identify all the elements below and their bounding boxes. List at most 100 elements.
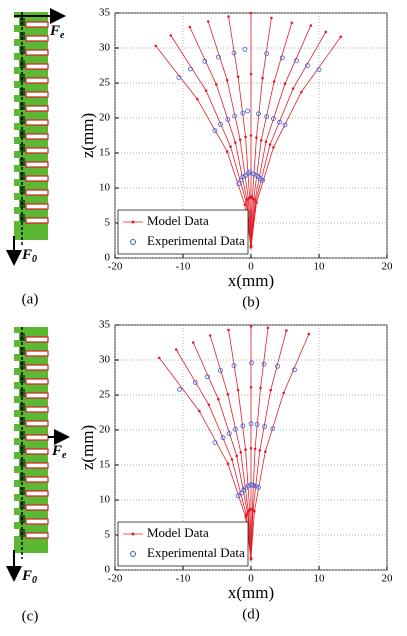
data-point	[253, 483, 259, 489]
chamber	[25, 91, 49, 98]
slot	[14, 445, 19, 452]
data-point	[225, 117, 231, 122]
force-label: Fe	[49, 23, 65, 41]
slot	[14, 74, 19, 81]
data-point	[238, 177, 244, 183]
y-tick-label: 30	[99, 42, 111, 54]
data-point	[176, 75, 182, 80]
data-point	[245, 170, 251, 176]
data-point	[248, 482, 254, 488]
x-tick-label: 20	[382, 261, 394, 273]
chamber	[25, 21, 49, 28]
data-point	[205, 374, 210, 380]
legend-swatch	[131, 532, 135, 536]
x-tick-label: -10	[176, 573, 191, 585]
data-point	[263, 450, 267, 454]
chamber	[25, 448, 49, 455]
data-point	[339, 35, 343, 39]
data-point	[264, 140, 268, 144]
data-point	[234, 141, 237, 144]
data-point	[256, 111, 261, 117]
data-point	[249, 72, 253, 76]
data-point	[245, 108, 251, 114]
data-point	[249, 245, 253, 249]
y-tick-label: 10	[99, 182, 111, 194]
y-tick-label: 20	[99, 424, 111, 436]
slot	[14, 130, 19, 137]
slot	[14, 172, 19, 179]
chamber	[25, 364, 49, 371]
data-point	[256, 484, 261, 490]
data-point	[192, 379, 198, 385]
data-point	[264, 51, 270, 56]
data-point	[191, 341, 195, 344]
panel-label: (a)	[22, 291, 39, 307]
data-point	[266, 326, 270, 330]
data-point	[195, 97, 199, 101]
chamber	[25, 175, 49, 182]
data-point	[285, 329, 288, 332]
data-point	[244, 515, 247, 519]
chamber	[25, 518, 49, 525]
x-tick-label: -20	[108, 261, 123, 273]
panel-label: (d)	[242, 606, 260, 622]
y-tick-label: 15	[99, 459, 111, 471]
legend-label: Model Data	[147, 213, 209, 228]
data-point	[282, 391, 285, 395]
data-point	[249, 446, 253, 450]
data-point	[217, 397, 220, 401]
data-point	[232, 113, 238, 119]
actuator-diagram: Fe F0 (c)	[6, 327, 70, 624]
data-point	[258, 449, 262, 452]
legend-box	[117, 521, 249, 567]
y-tick-label: 35	[99, 319, 111, 331]
chamber	[25, 161, 49, 168]
chamber	[25, 420, 49, 427]
data-point	[204, 89, 208, 92]
data-point	[236, 388, 240, 392]
data-point	[251, 171, 257, 177]
data-point	[253, 447, 257, 451]
legend: Model Data Experimental Data	[117, 521, 249, 567]
slot	[14, 501, 19, 508]
data-point	[226, 462, 230, 465]
data-point	[230, 458, 234, 461]
panel-label: (b)	[242, 294, 260, 310]
data-point	[249, 386, 253, 389]
data-point	[247, 169, 253, 175]
chamber	[25, 147, 49, 154]
chamber	[25, 532, 49, 539]
data-point	[229, 145, 232, 148]
data-point	[283, 82, 287, 85]
y-axis-label: z(mm)	[78, 113, 97, 158]
slot	[14, 60, 19, 67]
slot	[14, 333, 19, 340]
data-point	[207, 403, 211, 407]
data-point	[261, 76, 264, 80]
slot	[14, 102, 19, 109]
data-point	[231, 363, 237, 369]
cell	[20, 487, 25, 495]
data-point	[255, 201, 258, 204]
y-tick-label: 5	[105, 529, 111, 541]
data-point	[253, 509, 256, 513]
legend-box	[117, 209, 249, 255]
legend-swatch	[130, 239, 136, 245]
force-label: Fe	[51, 443, 67, 461]
data-point	[316, 67, 322, 73]
data-point	[217, 121, 223, 127]
force-label: F0	[21, 568, 37, 586]
chamber	[25, 203, 49, 210]
data-point	[227, 15, 230, 18]
data-point	[305, 63, 310, 68]
legend-label: Experimental Data	[147, 233, 245, 248]
slot	[14, 200, 19, 207]
data-point	[232, 426, 238, 432]
chamber	[25, 217, 49, 224]
data-point	[208, 334, 212, 337]
data-point	[262, 424, 268, 429]
slot	[14, 417, 19, 424]
data-point	[235, 454, 239, 458]
cell	[20, 347, 25, 355]
